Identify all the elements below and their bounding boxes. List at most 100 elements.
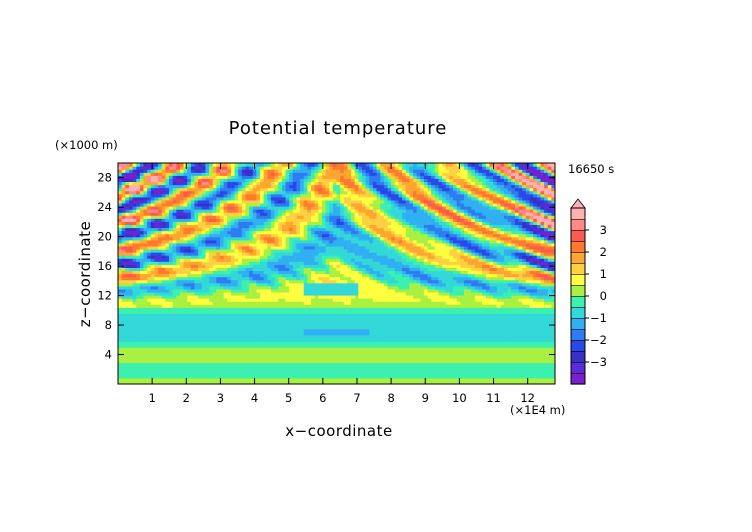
heatmap-cell	[394, 347, 400, 351]
heatmap-cell	[249, 331, 254, 336]
heatmap-cell	[547, 276, 552, 281]
heatmap-cell	[281, 273, 287, 278]
heatmap-cell	[154, 264, 159, 268]
heatmap-cell	[398, 374, 403, 379]
heatmap-cell	[132, 298, 137, 302]
heatmap-cell	[307, 380, 312, 384]
heatmap-cell	[525, 282, 531, 287]
heatmap-cell	[150, 341, 156, 345]
heatmap-cell	[518, 310, 523, 314]
heatmap-cell	[125, 264, 130, 268]
heatmap-cell	[223, 353, 228, 357]
heatmap-cell	[179, 380, 185, 384]
heatmap-cell	[467, 353, 472, 357]
heatmap-cell	[358, 322, 363, 327]
heatmap-cell	[325, 365, 330, 370]
heatmap-cell	[274, 301, 279, 305]
heatmap-cell	[198, 273, 203, 278]
heatmap-cell	[380, 380, 385, 384]
heatmap-cell	[522, 288, 527, 293]
heatmap-cell	[118, 322, 123, 327]
heatmap-cell	[493, 365, 498, 370]
heatmap-cell	[504, 359, 509, 364]
heatmap-cell	[507, 350, 512, 354]
heatmap-cell	[376, 301, 381, 305]
heatmap-cell	[223, 288, 228, 293]
heatmap-cell	[201, 291, 206, 296]
heatmap-cell	[540, 377, 545, 382]
heatmap-cell	[343, 322, 349, 327]
heatmap-cell	[209, 270, 214, 275]
heatmap-cell	[500, 267, 505, 272]
heatmap-cell	[351, 368, 356, 373]
heatmap-cell	[507, 377, 512, 382]
heatmap-cell	[227, 276, 232, 281]
heatmap-cell	[318, 347, 323, 351]
heatmap-cell	[456, 270, 461, 275]
heatmap-cell	[525, 294, 531, 299]
heatmap-cell	[522, 371, 527, 376]
heatmap-cell	[405, 380, 410, 384]
heatmap-cell	[540, 325, 545, 330]
heatmap-cell	[438, 264, 443, 268]
heatmap-cell	[434, 276, 440, 281]
heatmap-cell	[132, 331, 137, 336]
heatmap-cell	[365, 350, 370, 354]
heatmap-cell	[303, 270, 308, 275]
heatmap-cell	[409, 377, 414, 382]
heatmap-cell	[354, 337, 359, 342]
heatmap-cell	[132, 319, 137, 324]
heatmap-cell	[416, 316, 421, 321]
heatmap-cell	[154, 337, 159, 342]
heatmap-cell	[281, 307, 287, 311]
heatmap-cell	[478, 341, 483, 345]
heatmap-cell	[118, 288, 123, 293]
heatmap-cell	[460, 261, 465, 265]
heatmap-cell	[147, 353, 152, 357]
heatmap-cell	[190, 347, 196, 351]
heatmap-cell	[260, 377, 265, 382]
heatmap-cell	[274, 341, 279, 345]
heatmap-cell	[434, 304, 440, 308]
heatmap-cell	[205, 365, 210, 370]
heatmap-cell	[187, 285, 192, 290]
heatmap-cell	[529, 276, 534, 281]
heatmap-cell	[234, 331, 239, 336]
heatmap-cell	[190, 288, 196, 293]
heatmap-cell	[500, 353, 505, 357]
heatmap-cell	[227, 310, 232, 314]
heatmap-cell	[238, 267, 243, 272]
heatmap-cell	[230, 356, 236, 361]
heatmap-cell	[551, 294, 555, 299]
heatmap-cell	[434, 344, 440, 348]
heatmap-cell	[434, 325, 440, 330]
heatmap-cell	[205, 310, 210, 314]
heatmap-cell	[369, 377, 374, 382]
heatmap-cell	[128, 319, 134, 324]
heatmap-cell	[321, 261, 327, 265]
heatmap-cell	[478, 313, 483, 318]
heatmap-cell	[263, 273, 268, 278]
heatmap-cell	[500, 368, 505, 373]
heatmap-cell	[442, 325, 447, 330]
heatmap-cell	[314, 344, 319, 348]
heatmap-cell	[431, 313, 436, 318]
heatmap-cell	[252, 255, 257, 259]
heatmap-cell	[405, 307, 410, 311]
heatmap-cell	[482, 328, 487, 333]
heatmap-cell	[194, 276, 199, 281]
heatmap-cell	[351, 276, 356, 281]
heatmap-cell	[121, 304, 126, 308]
heatmap-cell	[241, 353, 247, 357]
heatmap-cell	[245, 365, 250, 370]
heatmap-cell	[376, 291, 381, 296]
heatmap-cell	[234, 282, 239, 287]
heatmap-cell	[471, 365, 476, 370]
heatmap-cell	[303, 322, 308, 327]
heatmap-cell	[238, 331, 243, 336]
heatmap-cell	[136, 258, 141, 262]
heatmap-cell	[136, 276, 141, 281]
heatmap-cell	[150, 350, 156, 354]
heatmap-cell	[442, 380, 447, 384]
heatmap-cell	[183, 301, 188, 305]
